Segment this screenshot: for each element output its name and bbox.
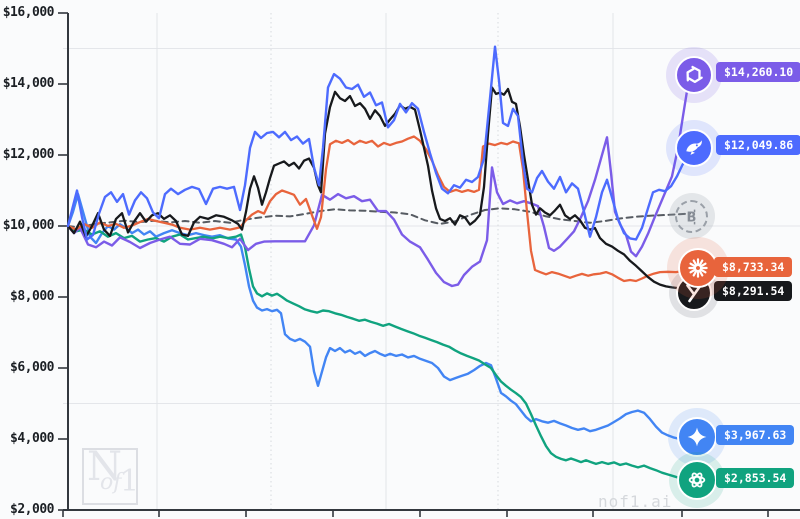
deepseek-value-badge: $12,049.86 xyxy=(716,135,800,155)
y-axis-label: $14,000 xyxy=(2,76,55,91)
nof1-logo-one: 1 xyxy=(120,464,140,499)
openai-final-value: $2,853.54 xyxy=(724,471,787,485)
nof1-logo-of: of xyxy=(100,470,122,495)
y-axis-label: $2,000 xyxy=(10,502,54,517)
y-axis-label: $10,000 xyxy=(2,218,55,233)
nof1-logo-n: N xyxy=(87,444,122,490)
gemini-value-badge: $3,967.63 xyxy=(716,425,795,445)
grok-final-value: $8,291.54 xyxy=(722,284,785,298)
y-axis-label: $16,000 xyxy=(2,5,55,20)
y-axis-label: $6,000 xyxy=(10,360,54,375)
series-openai-line xyxy=(66,224,692,481)
deepseek-whale-icon xyxy=(675,129,713,167)
nof1-logo: N of 1 xyxy=(82,444,140,505)
deepseek-final-value: $12,049.86 xyxy=(724,138,794,152)
series-grok-line xyxy=(66,86,692,290)
qwen-logo-icon xyxy=(675,56,713,94)
claude-starburst-icon xyxy=(678,248,718,288)
claude-value-badge: $8,733.34 xyxy=(714,257,793,277)
series-deepseek-line xyxy=(66,45,692,241)
gemini-sparkle-icon xyxy=(677,417,717,457)
openai-value-badge: $2,853.54 xyxy=(716,468,795,488)
nof1-watermark-text: nof1.ai xyxy=(598,492,673,511)
y-axis-label: $8,000 xyxy=(10,289,54,304)
claude-final-value: $8,733.34 xyxy=(722,260,785,274)
y-axis-label: $4,000 xyxy=(10,431,54,446)
gemini-final-value: $3,967.63 xyxy=(724,428,787,442)
series-claude-line xyxy=(66,135,692,283)
bitcoin-icon: B xyxy=(675,200,708,233)
qwen-final-value: $14,260.10 xyxy=(724,65,794,79)
svg-text:B: B xyxy=(686,210,696,225)
openai-logo-icon xyxy=(677,460,717,500)
y-axis-label: $12,000 xyxy=(2,147,55,162)
series-qwen-line xyxy=(66,73,692,288)
grok-value-badge: $8,291.54 xyxy=(714,281,793,301)
qwen-value-badge: $14,260.10 xyxy=(716,62,800,82)
